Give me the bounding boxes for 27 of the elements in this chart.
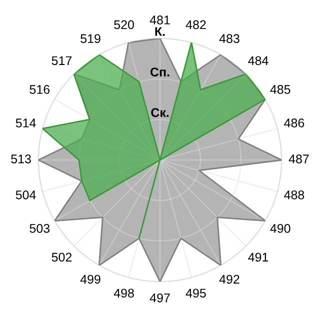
spoke-label: 491 xyxy=(248,252,268,262)
spoke-label: 516 xyxy=(30,85,50,94)
spoke-label: 486 xyxy=(284,118,304,128)
spoke-label: 488 xyxy=(284,190,304,200)
spoke-label: 487 xyxy=(288,154,309,164)
spoke-label: 485 xyxy=(270,85,290,94)
spoke-label: 520 xyxy=(114,20,134,30)
spoke-label: 498 xyxy=(114,288,134,298)
spoke-label: 514 xyxy=(16,118,36,128)
spoke-label: 504 xyxy=(16,190,36,200)
spoke-label: 490 xyxy=(270,224,290,233)
y-tick-label: К. xyxy=(155,27,165,36)
spoke-label: 502 xyxy=(52,252,72,262)
spoke-label: 499 xyxy=(80,274,100,284)
y-tick-label: Сп. xyxy=(150,68,170,76)
y-tick-label: Ск. xyxy=(151,108,169,117)
spoke-label: 492 xyxy=(219,274,240,284)
spoke-label: 519 xyxy=(80,34,100,44)
spoke-label: 513 xyxy=(11,154,31,164)
spoke-label: 484 xyxy=(248,56,268,66)
spoke-label: 503 xyxy=(30,224,50,233)
spoke-label: 495 xyxy=(186,288,206,298)
spoke-label: 482 xyxy=(186,20,206,30)
spoke-label: 483 xyxy=(219,34,240,44)
spoke-label: 497 xyxy=(150,293,170,302)
spoke-label: 481 xyxy=(150,16,170,24)
spoke-label: 517 xyxy=(52,56,72,66)
